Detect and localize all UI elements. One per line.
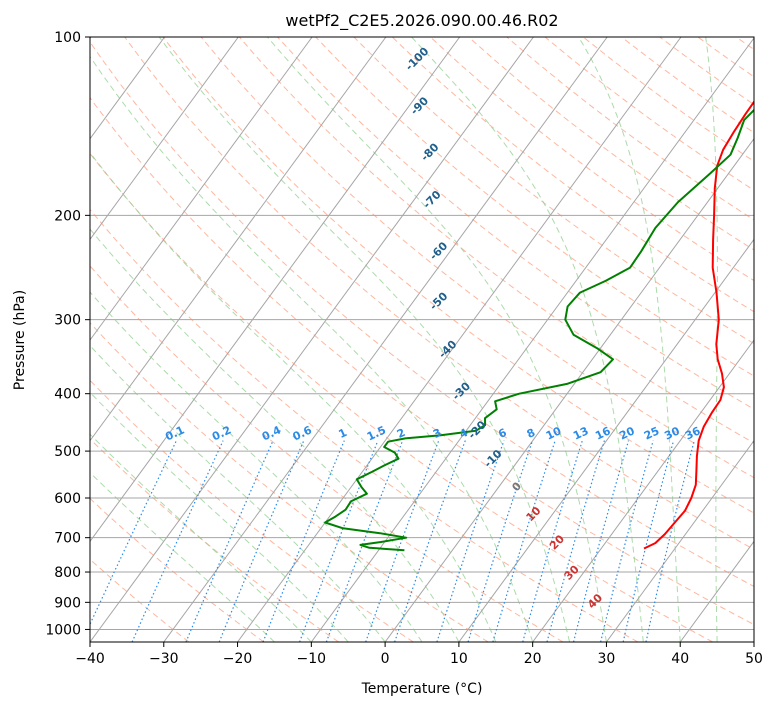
dry-adiabat [238,37,754,444]
dry-adiabat [90,41,754,588]
dry-adiabat [90,265,564,642]
x-tick-label: −40 [75,651,105,667]
mixing-ratio-line [467,440,534,642]
dry-adiabat [162,37,754,514]
dry-adiabat [90,208,639,642]
isotherm-line [753,641,754,642]
mixing-ratio-line [572,440,630,642]
x-tick-label: 40 [671,651,689,667]
isotherm-line [90,37,239,241]
mixing-ratio-label: 10 [544,424,564,442]
x-axis-label: Temperature (°C) [361,681,483,697]
moist-adiabat [90,55,534,642]
y-tick-label: 500 [54,444,81,460]
moist-adiabat [90,228,460,642]
y-axis: 100 200 300 400 500 600 700 800 900 1000 [45,30,90,638]
mixing-ratio-line [185,440,274,642]
mixing-ratio-line [622,440,675,642]
x-tick-label: −20 [223,651,253,667]
mixing-ratio-label: 16 [593,424,613,442]
dewpoint-profile [324,108,754,552]
x-tick-label: −30 [149,651,179,667]
chart-title: wetPf2_C2E5.2026.090.00.46.R02 [285,11,558,31]
x-tick-label: 50 [745,651,763,667]
x-tick-label: 30 [598,651,616,667]
moist-adiabat [705,37,718,642]
y-tick-label: 700 [54,531,81,547]
x-tick-label: 10 [450,651,468,667]
sounding-profiles [324,100,754,552]
x-axis: −40 −30 −20 −10 0 10 20 30 40 50 [75,642,763,667]
mixing-ratio-line [131,440,224,642]
moist-adiabat [90,391,349,642]
moist-adiabat [158,37,571,642]
mixing-ratio-line [218,440,305,642]
y-tick-label: 100 [54,30,81,46]
isotherm-line [458,238,754,642]
y-tick-label: 400 [54,387,81,403]
mixing-ratio-label: 36 [683,424,703,442]
y-axis-label: Pressure (hPa) [12,290,28,390]
moist-adiabat [411,37,644,642]
dry-adiabat [90,322,489,642]
mixing-ratio-line [365,440,440,642]
temperature-profile [643,100,754,550]
x-tick-label: −10 [297,651,327,667]
isotherm-line [90,37,534,642]
moist-adiabat [90,344,386,642]
dry-adiabat [277,37,754,410]
y-tick-label: 1000 [45,622,81,638]
y-tick-label: 200 [54,208,81,224]
mixing-ratio-line [492,440,556,642]
mixing-ratio-label: 20 [617,424,637,442]
mixing-ratio-line [600,440,654,642]
isotherm-line [606,439,754,642]
mixing-ratio-line [546,440,605,642]
x-tick-label: 20 [524,651,542,667]
moist-adiabat [578,37,681,642]
mixing-ratio-label: 25 [642,424,661,442]
dry-adiabat [124,37,754,550]
mixing-ratio-line [394,440,466,642]
isotherm-line [90,37,165,140]
y-tick-label: 800 [54,565,81,581]
isotherm-line [384,137,754,642]
dry-adiabat [90,96,754,626]
y-tick-label: 300 [54,313,81,329]
moist-adiabat [90,471,275,642]
y-tick-label: 600 [54,491,81,507]
mixing-ratio-label: 30 [662,424,682,442]
y-tick-label: 900 [54,595,81,611]
mixing-ratio-label: 13 [571,424,590,442]
dry-adiabat [90,152,713,642]
plot-frame [89,36,755,643]
mixing-ratio-line [522,440,583,642]
mixing-ratio-line [645,440,695,642]
isotherm-line [90,37,387,442]
moist-adiabat [90,151,497,642]
moist-adiabat [267,37,607,642]
moist-adiabat [90,291,423,642]
isotherm-line [237,37,682,642]
isotherm-line [163,37,608,642]
plot-area [90,37,754,642]
x-tick-label: 0 [381,651,390,667]
isotherm-line [532,339,754,642]
